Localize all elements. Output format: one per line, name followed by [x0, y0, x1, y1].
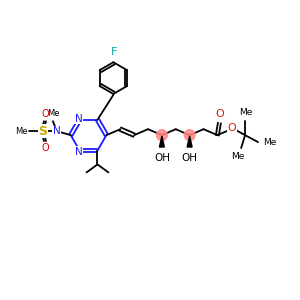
Text: OH: OH [182, 153, 198, 163]
Text: S: S [38, 125, 47, 138]
Text: Me: Me [263, 138, 276, 147]
Polygon shape [159, 136, 164, 147]
Text: O: O [215, 109, 224, 119]
Text: OH: OH [154, 153, 170, 163]
Circle shape [156, 130, 167, 141]
Text: Me: Me [47, 109, 59, 118]
Polygon shape [187, 136, 192, 147]
Text: O: O [228, 123, 237, 133]
Text: Me: Me [15, 127, 27, 136]
Text: O: O [41, 143, 49, 153]
Text: N: N [53, 126, 61, 136]
Text: O: O [41, 109, 49, 119]
Text: N: N [75, 114, 83, 124]
Circle shape [184, 130, 195, 141]
Text: F: F [111, 47, 118, 57]
Text: Me: Me [232, 152, 245, 161]
Text: Me: Me [239, 108, 253, 117]
Text: N: N [75, 147, 83, 157]
